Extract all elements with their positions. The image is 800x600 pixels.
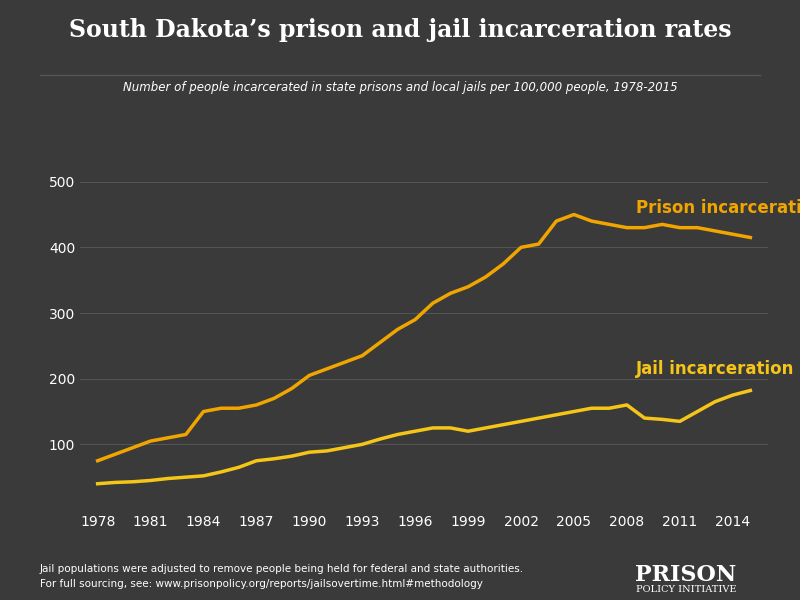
Text: POLICY INITIATIVE: POLICY INITIATIVE — [635, 585, 736, 594]
Text: Prison incarceration rate: Prison incarceration rate — [636, 199, 800, 217]
Text: South Dakota’s prison and jail incarceration rates: South Dakota’s prison and jail incarcera… — [69, 18, 731, 42]
Text: Jail populations were adjusted to remove people being held for federal and state: Jail populations were adjusted to remove… — [40, 564, 524, 574]
Text: For full sourcing, see: www.prisonpolicy.org/reports/jailsovertime.html#methodol: For full sourcing, see: www.prisonpolicy… — [40, 579, 483, 589]
Text: Number of people incarcerated in state prisons and local jails per 100,000 peopl: Number of people incarcerated in state p… — [122, 81, 678, 94]
Text: Jail incarceration rate: Jail incarceration rate — [636, 360, 800, 378]
Text: PRISON: PRISON — [634, 564, 736, 586]
